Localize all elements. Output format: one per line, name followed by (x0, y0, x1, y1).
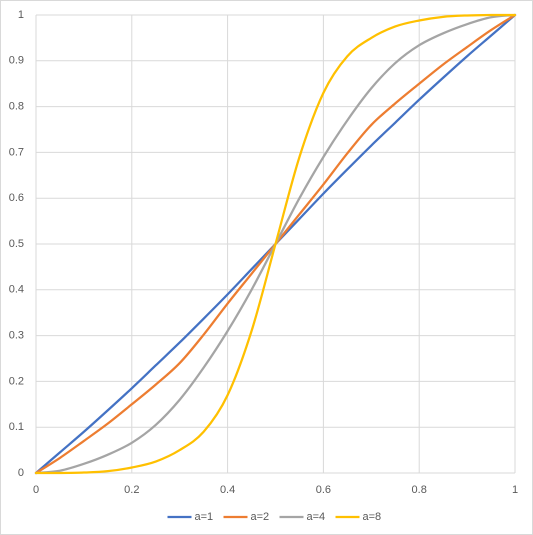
series-line (34, 13, 517, 475)
y-tick-label: 0.9 (9, 55, 24, 67)
legend-label: a=4 (307, 511, 326, 523)
y-tick-label: 0.4 (9, 284, 24, 296)
x-tick-label: 1 (512, 484, 518, 496)
y-tick-label: 0.3 (9, 330, 24, 342)
y-tick-label: 0 (18, 467, 24, 479)
y-tick-label: 0.5 (9, 238, 24, 250)
legend-label: a=2 (251, 511, 270, 523)
y-tick-label: 0.2 (9, 375, 24, 387)
y-tick-label: 0.1 (9, 421, 24, 433)
y-tick-label: 0.7 (9, 146, 24, 158)
legend-label: a=1 (195, 511, 214, 523)
legend-label: a=8 (363, 511, 382, 523)
x-tick-label: 0.2 (124, 484, 139, 496)
x-tick-label: 0.8 (412, 484, 427, 496)
x-tick-label: 0 (33, 484, 39, 496)
y-tick-label: 1 (18, 9, 24, 21)
x-tick-label: 0.6 (316, 484, 331, 496)
y-tick-label: 0.8 (9, 101, 24, 113)
y-tick-label: 0.6 (9, 192, 24, 204)
x-tick-label: 0.4 (220, 484, 235, 496)
